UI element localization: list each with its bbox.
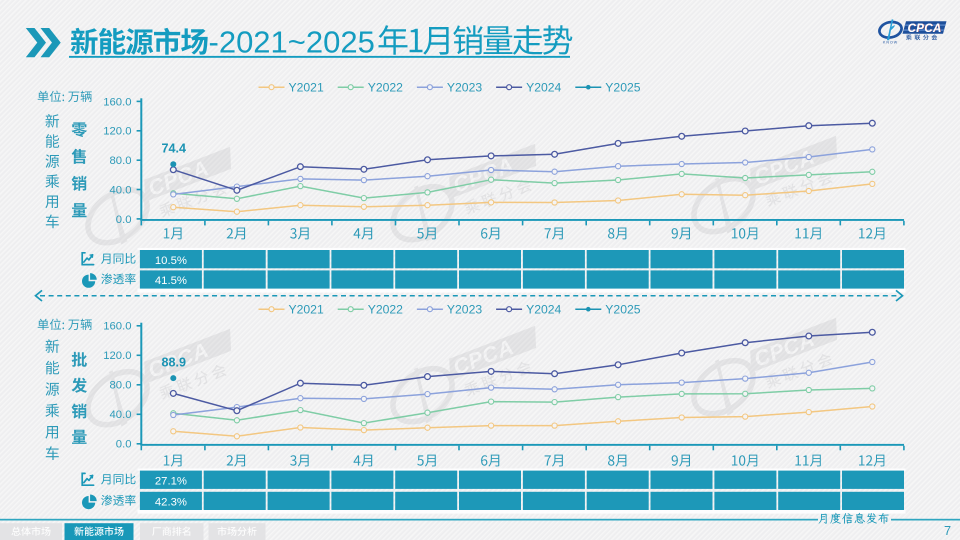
svg-text:160.0: 160.0: [103, 96, 131, 108]
svg-text:40.0: 40.0: [110, 409, 132, 421]
svg-text:Y2024: Y2024: [526, 81, 561, 95]
svg-text:Y2023: Y2023: [447, 81, 482, 95]
svg-text:10.5%: 10.5%: [155, 255, 187, 267]
svg-text:80.0: 80.0: [110, 155, 132, 167]
svg-text:K N O W: K N O W: [883, 41, 898, 45]
svg-text:120.0: 120.0: [103, 126, 131, 138]
svg-text:7: 7: [944, 523, 951, 538]
svg-text:160.0: 160.0: [103, 321, 131, 333]
svg-text:80.0: 80.0: [110, 380, 132, 392]
svg-text:74.4: 74.4: [162, 142, 187, 156]
svg-text:Y2025: Y2025: [605, 303, 640, 317]
svg-text:Y2024: Y2024: [526, 303, 561, 317]
svg-text:Y2021: Y2021: [289, 303, 324, 317]
svg-text:-2021~2025: -2021~2025: [209, 24, 375, 59]
svg-text:42.3%: 42.3%: [155, 497, 187, 509]
svg-text:Y2022: Y2022: [368, 81, 403, 95]
svg-text:Y2023: Y2023: [447, 303, 482, 317]
svg-text:120.0: 120.0: [103, 350, 131, 362]
svg-text:0.0: 0.0: [116, 439, 132, 451]
svg-text:41.5%: 41.5%: [155, 275, 187, 287]
svg-text:0.0: 0.0: [116, 214, 132, 226]
svg-text:88.9: 88.9: [162, 355, 187, 369]
svg-text:Y2025: Y2025: [605, 81, 640, 95]
svg-text:Y2021: Y2021: [289, 81, 324, 95]
svg-text:CPCA: CPCA: [908, 22, 942, 35]
svg-text:CPCA: CPCA: [908, 22, 942, 35]
svg-text:Y2022: Y2022: [368, 303, 403, 317]
svg-text:40.0: 40.0: [110, 184, 132, 196]
svg-text:27.1%: 27.1%: [155, 475, 187, 487]
